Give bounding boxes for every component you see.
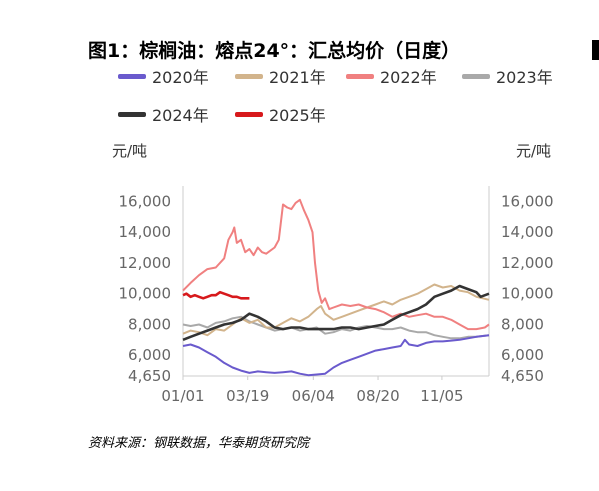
legend-item-2021: 2021年 [235, 64, 326, 88]
left-y-ticks: 4,650 6,000 8,000 10,000 12,000 14,000 16,000 [119, 192, 172, 385]
legend-label-2022: 2022年 [380, 68, 437, 87]
legend-label-2021: 2021年 [269, 68, 326, 87]
x-tick-label: 03/19 [226, 387, 269, 405]
right-y-tick-label: 12,000 [501, 254, 554, 272]
source-note: 资料来源：钢联数据，华泰期货研究院 [88, 436, 310, 451]
right-y-ticks: 4,650 6,000 8,000 10,000 12,000 14,000 16,000 [501, 192, 554, 385]
right-y-tick-label: 16,000 [501, 192, 554, 210]
legend-item-2025: 2025年 [235, 102, 326, 126]
left-y-tick-label: 16,000 [119, 192, 172, 210]
legend-item-2024: 2024年 [118, 102, 209, 126]
right-y-tick-label: 14,000 [501, 223, 554, 241]
legend-label-2023: 2023年 [496, 68, 553, 87]
series-line-2025年 [182, 290, 250, 300]
legend-swatch-2024 [118, 111, 146, 117]
x-ticks: 01/01 03/19 06/04 08/20 11/05 [161, 376, 464, 405]
legend-swatch-2023 [462, 73, 490, 79]
left-y-tick-label: 8,000 [128, 315, 171, 333]
legend-swatch-2021 [235, 73, 263, 79]
left-y-tick-label: 10,000 [119, 285, 172, 303]
legend-item-2023: 2023年 [462, 64, 553, 88]
left-y-tick-label: 4,650 [128, 367, 171, 385]
legend-label-2025: 2025年 [269, 106, 326, 125]
series-line-2020年 [182, 334, 490, 377]
series-line-2022年 [182, 198, 490, 331]
legend-item-2020: 2020年 [118, 64, 209, 88]
x-tick-label: 01/01 [161, 387, 204, 405]
right-y-unit: 元/吨 [516, 142, 551, 160]
adjacent-figure-edge [592, 40, 599, 60]
x-tick-label: 08/20 [356, 387, 399, 405]
legend-label-2020: 2020年 [152, 68, 209, 87]
right-y-tick-label: 10,000 [501, 285, 554, 303]
legend-item-2022: 2022年 [346, 64, 437, 88]
legend-swatch-2020 [118, 73, 146, 79]
x-tick-label: 06/04 [292, 387, 335, 405]
right-y-tick-label: 4,650 [501, 367, 544, 385]
x-tick-label: 11/05 [420, 387, 463, 405]
chart-title: 图1：棕榈油：熔点24°：汇总均价（日度） [88, 40, 461, 62]
series-line-2023年 [182, 315, 490, 340]
right-y-tick-label: 8,000 [501, 315, 544, 333]
legend-swatch-2025 [235, 111, 263, 117]
left-y-tick-label: 14,000 [119, 223, 172, 241]
series-line-2024年 [182, 284, 490, 342]
legend-label-2024: 2024年 [152, 106, 209, 125]
right-y-tick-label: 6,000 [501, 346, 544, 364]
series-lines [182, 198, 490, 377]
left-y-tick-label: 12,000 [119, 254, 172, 272]
legend-swatch-2022 [346, 73, 374, 79]
left-y-unit: 元/吨 [112, 142, 147, 160]
left-y-tick-label: 6,000 [128, 346, 171, 364]
